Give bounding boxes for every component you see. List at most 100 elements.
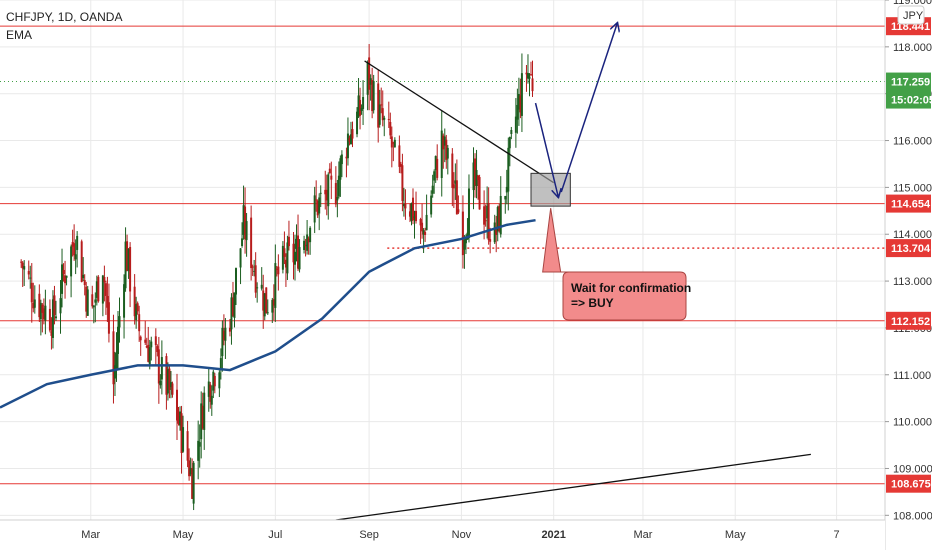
candle-body xyxy=(281,245,284,270)
candle-body xyxy=(443,136,446,146)
candle-body xyxy=(39,302,42,320)
candle-body xyxy=(531,78,534,92)
candle-body xyxy=(169,382,172,388)
candle-body xyxy=(70,246,73,277)
candle-body xyxy=(103,277,106,283)
candle-body xyxy=(387,118,390,120)
candle-body xyxy=(356,111,359,135)
candle-body xyxy=(413,216,416,218)
candle-body xyxy=(424,231,427,235)
candle-body xyxy=(38,293,41,318)
candle-body xyxy=(487,202,490,241)
trend-line[interactable] xyxy=(335,453,811,521)
candle-body xyxy=(327,174,330,207)
candle-body xyxy=(284,259,287,268)
candle-body xyxy=(97,276,100,302)
level-price-tag[interactable] xyxy=(886,194,931,213)
candle-body xyxy=(451,153,454,188)
candle-body xyxy=(117,326,119,354)
candle-body xyxy=(292,243,295,263)
candle-body xyxy=(180,413,183,454)
candle-body xyxy=(104,283,107,296)
candle-body xyxy=(186,431,189,461)
time-axis[interactable]: Mar May Jul Sep Nov 2021 Mar May 7 xyxy=(0,519,885,550)
candle-body xyxy=(351,129,354,139)
candle-body xyxy=(275,268,278,270)
candle-body xyxy=(133,286,136,317)
level-price-tag[interactable] xyxy=(886,311,931,330)
candle-body xyxy=(452,184,455,189)
candle-body xyxy=(507,147,510,192)
candle-body xyxy=(434,156,437,171)
candle-body xyxy=(366,62,369,95)
candle-body xyxy=(508,136,511,149)
candle-body xyxy=(287,236,290,247)
candle-body xyxy=(383,117,386,120)
candle-body xyxy=(392,142,395,144)
callout-box[interactable] xyxy=(542,208,687,321)
candle-body xyxy=(48,308,51,331)
candle-body xyxy=(200,403,203,440)
candle-body xyxy=(27,271,30,275)
candle-body xyxy=(477,175,480,181)
last-price-tag[interactable] xyxy=(886,72,931,109)
candle-body xyxy=(80,241,83,282)
candle-body xyxy=(315,199,318,201)
candle-body xyxy=(378,104,381,125)
candle-body xyxy=(239,248,242,268)
price-tick-label: 118.000 xyxy=(893,42,932,54)
candle-body xyxy=(224,327,227,341)
candle-body xyxy=(23,266,26,270)
projection-arrow[interactable] xyxy=(534,102,559,197)
horizontal-levels xyxy=(0,25,885,485)
candle-body xyxy=(182,427,185,452)
price-tick-label: 110.000 xyxy=(893,417,932,429)
candle-body xyxy=(431,185,434,194)
candle-body xyxy=(277,266,280,275)
candle-body xyxy=(150,341,153,348)
callout-text-line: Wait for confirmation xyxy=(571,281,691,295)
candle-body xyxy=(430,195,433,215)
candle-body xyxy=(201,405,204,429)
candle-body xyxy=(274,263,277,308)
candle-body xyxy=(475,170,478,187)
currency-badge-label: JPY xyxy=(903,10,924,22)
candle-body xyxy=(410,203,413,221)
candle-body xyxy=(421,222,424,232)
candle-body xyxy=(188,460,191,477)
candle-body xyxy=(266,312,269,314)
candle-body xyxy=(442,135,445,150)
level-price-tag[interactable] xyxy=(886,239,931,258)
candle-body xyxy=(33,299,36,308)
candle-body xyxy=(154,336,157,346)
entry-zone[interactable] xyxy=(530,172,571,207)
candle-body xyxy=(62,269,65,275)
projection-arrow[interactable] xyxy=(560,23,617,193)
candle-body xyxy=(147,344,150,362)
candle-body xyxy=(467,188,470,239)
candle-body xyxy=(498,205,501,232)
currency-badge[interactable] xyxy=(897,5,925,25)
candle-body xyxy=(399,163,402,167)
drawings: Wait for confirmation=> BUY xyxy=(335,23,811,521)
price-tick-label: 119.000 xyxy=(893,0,932,7)
level-price-tag[interactable] xyxy=(886,474,931,493)
indicator-label[interactable]: EMA xyxy=(6,28,32,42)
candle-body xyxy=(483,206,486,225)
candle-body xyxy=(136,303,139,312)
time-tick-label: 7 xyxy=(834,529,840,541)
candle-body xyxy=(381,108,384,121)
candle-body xyxy=(29,277,32,279)
candle-body xyxy=(198,442,201,447)
candle-body xyxy=(124,241,127,289)
candles xyxy=(20,44,534,511)
trend-line[interactable] xyxy=(364,60,555,184)
candle-body xyxy=(319,192,322,194)
price-scale[interactable]: 119.000118.000117.000116.000115.000114.0… xyxy=(884,0,932,550)
candle-body xyxy=(306,234,309,251)
candle-body xyxy=(254,265,257,293)
candle-body xyxy=(74,254,77,260)
candle-body xyxy=(123,284,126,318)
